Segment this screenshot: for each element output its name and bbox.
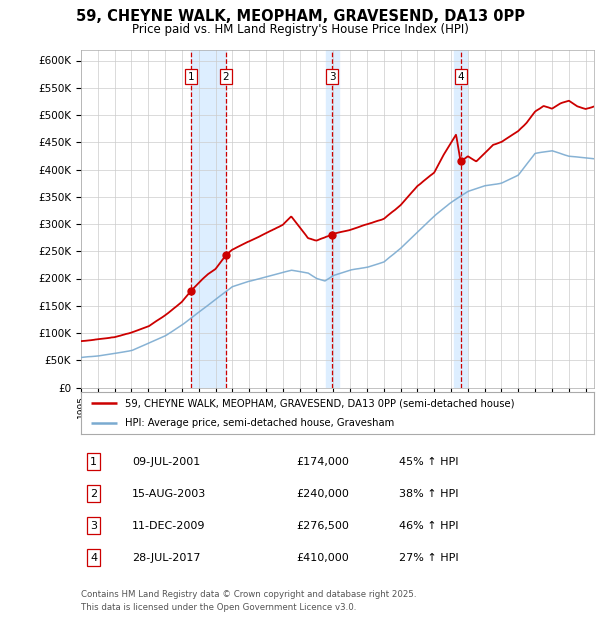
Text: £174,000: £174,000 — [296, 456, 349, 466]
Text: 4: 4 — [90, 552, 97, 562]
Text: 59, CHEYNE WALK, MEOPHAM, GRAVESEND, DA13 0PP (semi-detached house): 59, CHEYNE WALK, MEOPHAM, GRAVESEND, DA1… — [125, 398, 514, 408]
Text: 27% ↑ HPI: 27% ↑ HPI — [399, 552, 458, 562]
Bar — [326, 50, 339, 388]
Text: 15-AUG-2003: 15-AUG-2003 — [133, 489, 206, 498]
Text: Price paid vs. HM Land Registry's House Price Index (HPI): Price paid vs. HM Land Registry's House … — [131, 23, 469, 36]
Text: £410,000: £410,000 — [296, 552, 349, 562]
Text: 38% ↑ HPI: 38% ↑ HPI — [399, 489, 458, 498]
Text: 45% ↑ HPI: 45% ↑ HPI — [399, 456, 458, 466]
Text: £276,500: £276,500 — [296, 521, 349, 531]
Text: £240,000: £240,000 — [296, 489, 349, 498]
Text: HPI: Average price, semi-detached house, Gravesham: HPI: Average price, semi-detached house,… — [125, 418, 394, 428]
Text: 3: 3 — [91, 521, 97, 531]
Text: 2: 2 — [223, 72, 229, 82]
Text: 59, CHEYNE WALK, MEOPHAM, GRAVESEND, DA13 0PP: 59, CHEYNE WALK, MEOPHAM, GRAVESEND, DA1… — [76, 9, 524, 24]
Text: 28-JUL-2017: 28-JUL-2017 — [133, 552, 201, 562]
Text: 1: 1 — [187, 72, 194, 82]
Bar — [454, 50, 467, 388]
Text: 11-DEC-2009: 11-DEC-2009 — [133, 521, 206, 531]
Text: 1: 1 — [91, 456, 97, 466]
Text: This data is licensed under the Open Government Licence v3.0.: This data is licensed under the Open Gov… — [81, 603, 356, 612]
Text: 46% ↑ HPI: 46% ↑ HPI — [399, 521, 458, 531]
Text: 3: 3 — [329, 72, 335, 82]
Text: 09-JUL-2001: 09-JUL-2001 — [133, 456, 200, 466]
Text: 2: 2 — [90, 489, 97, 498]
Text: Contains HM Land Registry data © Crown copyright and database right 2025.: Contains HM Land Registry data © Crown c… — [81, 590, 416, 600]
Bar — [191, 50, 226, 388]
Text: 4: 4 — [457, 72, 464, 82]
